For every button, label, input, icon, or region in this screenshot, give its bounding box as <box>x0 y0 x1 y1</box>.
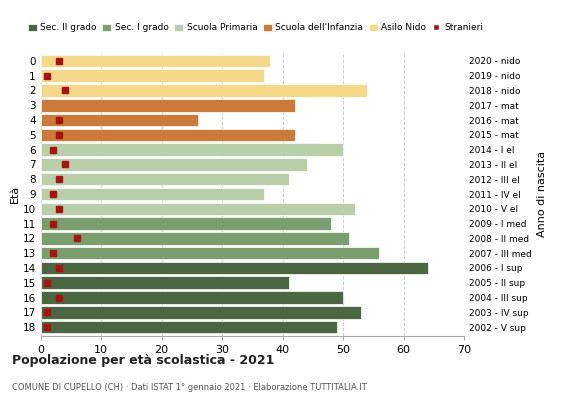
Y-axis label: Età: Età <box>10 185 20 203</box>
Y-axis label: Anno di nascita: Anno di nascita <box>537 151 547 237</box>
Legend: Sec. II grado, Sec. I grado, Scuola Primaria, Scuola dell'Infanzia, Asilo Nido, : Sec. II grado, Sec. I grado, Scuola Prim… <box>24 20 487 36</box>
Bar <box>41 247 379 260</box>
Text: Popolazione per età scolastica - 2021: Popolazione per età scolastica - 2021 <box>12 354 274 367</box>
Bar <box>41 217 331 230</box>
Bar <box>41 262 427 274</box>
Bar <box>41 84 367 97</box>
Bar <box>41 158 307 171</box>
Bar <box>41 202 355 215</box>
Bar <box>41 114 198 126</box>
Bar <box>41 188 264 200</box>
Bar <box>41 321 337 334</box>
Bar <box>41 143 343 156</box>
Bar <box>41 69 264 82</box>
Bar <box>41 99 295 112</box>
Bar <box>41 291 343 304</box>
Bar <box>41 276 289 289</box>
Text: COMUNE DI CUPELLO (CH) · Dati ISTAT 1° gennaio 2021 · Elaborazione TUTTITALIA.IT: COMUNE DI CUPELLO (CH) · Dati ISTAT 1° g… <box>12 383 367 392</box>
Bar <box>41 232 349 245</box>
Bar <box>41 128 295 141</box>
Bar <box>41 54 270 67</box>
Bar <box>41 173 289 186</box>
Bar <box>41 306 361 319</box>
